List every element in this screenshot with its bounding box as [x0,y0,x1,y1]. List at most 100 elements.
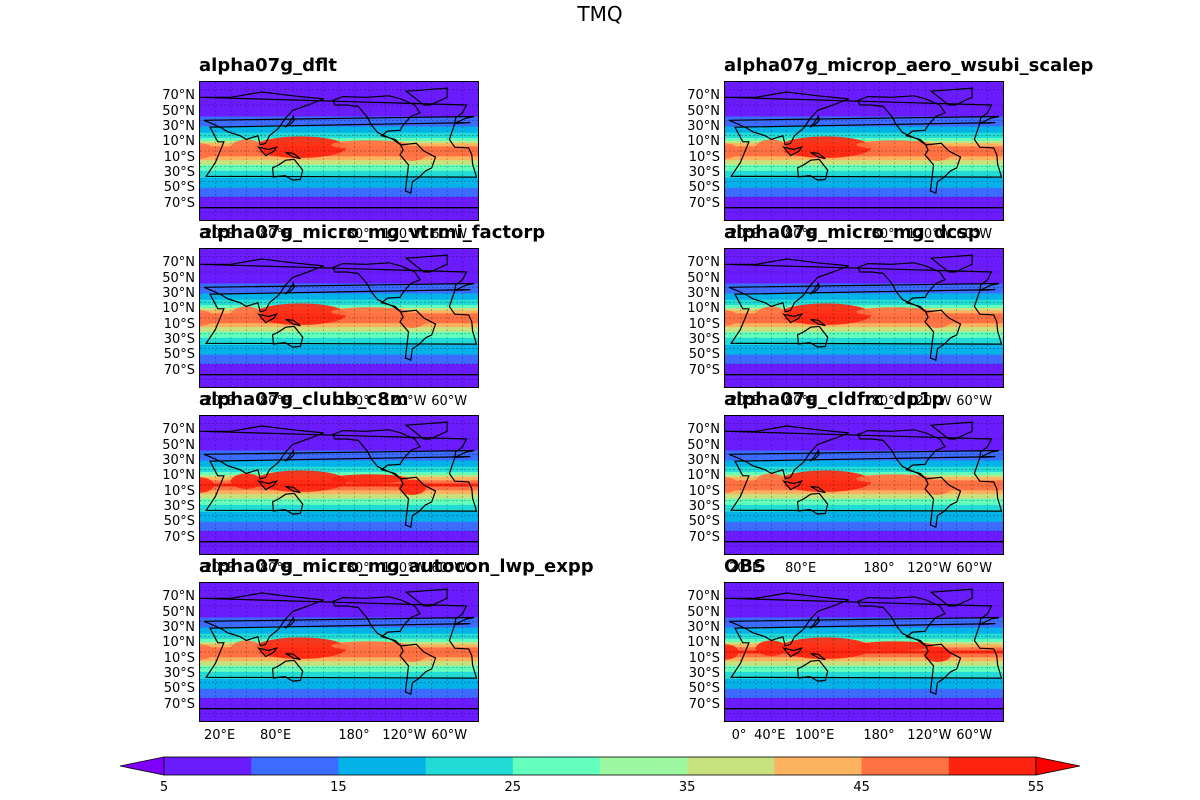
lat-tick-label: 10°N [162,134,195,150]
lat-tick-label: 50°S [163,180,195,196]
longitude-axis: 20°E 80°E 180° 120°W 60°W [199,561,479,577]
lat-tick-label: 50°S [688,681,720,697]
tmq-contour-map [200,416,478,554]
lat-tick-label: 30°S [163,666,195,681]
colorbar-segment [774,757,863,775]
lat-tick-label: 10°S [688,316,720,332]
lat-tick-label: 10°N [687,301,720,317]
lon-tick-label: 80°E [259,227,292,242]
panel-title: OBS [724,556,766,577]
lat-tick-label: 70°N [162,88,195,104]
tmq-contour-map [725,416,1003,554]
lon-tick-label: 180° [338,728,370,743]
panel-title: alpha07g_micro_mg_dcsp [724,222,981,243]
colorbar-tick-label: 5 [159,780,169,795]
lon-tick-label: 20°E [203,394,236,409]
tmq-contour-map [725,583,1003,721]
lat-tick-label: 70°S [688,362,720,378]
lat-tick-label: 30°N [162,620,195,635]
lat-tick-label: 10°S [163,650,195,666]
map-frame [724,415,1004,555]
lat-tick-label: 70°S [688,696,720,712]
colorbar-tick-label: 45 [853,780,870,795]
colorbar-extend-low [119,756,165,776]
colorbar-segment [251,757,339,775]
lon-tick-label: 80°E [259,394,292,409]
lat-tick-label: 70°N [687,422,720,438]
lat-tick-label: 70°N [687,255,720,271]
lat-tick-label: 30°N [687,286,720,301]
lon-tick-label: 80°E [784,227,817,242]
lon-tick-label: 20°E [728,394,761,409]
lat-tick-label: 50°S [163,514,195,530]
longitude-axis: 20°E 80°E 180° 120°W 60°W [199,394,479,410]
lat-tick-label: 30°N [687,119,720,134]
lon-tick-label: 180° [863,394,895,409]
lon-tick-label: 60°W [956,561,993,576]
lat-tick-label: 50°N [687,270,720,286]
longitude-axis: 20°E 80°E 180° 120°W 60°W [724,227,1004,243]
colorbar: 5 15 25 35 45 55 [119,756,1081,796]
colorbar-tick-label: 55 [1027,780,1045,795]
lat-tick-label: 50°N [162,604,195,620]
tmq-contour-map [200,583,478,721]
colorbar-segment [948,757,1037,775]
colorbar-segment [338,757,427,775]
lon-tick-label: 40°E [754,728,786,743]
lat-tick-label: 30°N [162,119,195,134]
lon-tick-label: 60°W [431,394,468,409]
lat-tick-label: 30°N [687,620,720,635]
lon-tick-label: 120°W [382,728,427,743]
colorbar-tick-label: 25 [504,780,522,795]
lat-tick-label: 70°S [688,195,720,211]
lon-tick-label: 80°E [784,561,817,576]
panel-title: alpha07g_micro_mg_autocon_lwp_expp [199,556,594,577]
lat-tick-label: 70°S [688,529,720,545]
lat-tick-label: 50°S [688,347,720,363]
longitude-axis: 20°E 80°E 180° 120°W 60°W [199,728,479,744]
lon-tick-label: 120°W [907,728,952,743]
lon-tick-label: 60°W [431,561,468,576]
map-panel: alpha07g_cldfrc_dp1p 70°N 50°N 30°N 10°N 10°S… [687,389,1004,576]
lat-tick-label: 10°N [687,635,720,651]
panel-title: alpha07g_cldfrc_dp1p [724,389,945,410]
map-frame [199,81,479,221]
lon-tick-label: 180° [338,227,370,242]
colorbar-segment [164,757,252,775]
colorbar-segment [425,757,514,775]
lon-tick-label: 180° [338,394,370,409]
map-panel: alpha07g_microp_aero_wsubi_scalep 70°N 50°… [687,55,1093,242]
lon-tick-label: 60°W [956,394,993,409]
map-panel: alpha07g_micro_mg_vtrmi_factorp 70°N 50°N 3… [162,222,545,409]
lat-tick-label: 10°S [163,483,195,499]
colorbar-segment [687,757,775,775]
map-frame [199,582,479,722]
lon-tick-label: 60°W [956,227,993,242]
lat-tick-label: 10°N [162,468,195,484]
lat-tick-label: 30°S [688,332,720,347]
lat-tick-label: 30°N [162,286,195,301]
longitude-axis: 20°E 80°E 180° 120°W 60°W [199,227,479,243]
latitude-axis: 70°N 50°N 30°N 10°N 10°S 30°S 50°S 70°S [153,248,195,388]
lon-tick-label: 180° [863,728,895,743]
lon-tick-label: 60°W [431,227,468,242]
colorbar-tick-label: 35 [678,780,696,795]
latitude-axis: 70°N 50°N 30°N 10°N 10°S 30°S 50°S 70°S [153,582,195,722]
lon-tick-label: 0° [731,728,747,743]
panel-title: alpha07g_micro_mg_vtrmi_factorp [199,222,546,243]
colorbar-segment [600,757,688,775]
latitude-axis: 70°N 50°N 30°N 10°N 10°S 30°S 50°S 70°S [678,81,720,221]
lon-tick-label: 20°E [203,227,236,242]
lat-tick-label: 30°S [163,499,195,514]
lat-tick-label: 30°S [688,165,720,180]
map-frame [199,415,479,555]
lat-tick-label: 10°S [688,483,720,499]
map-panel: alpha07g_clubb_c8m 70°N 50°N 30°N 10°N 10°S 30… [162,389,479,576]
tmq-contour-map [725,249,1003,387]
colorbar-segment [512,757,601,775]
tmq-contour-map [200,82,478,220]
lon-tick-label: 100°E [794,728,835,743]
colorbar-tick-label: 15 [330,780,347,795]
latitude-axis: 70°N 50°N 30°N 10°N 10°S 30°S 50°S 70°S [153,81,195,221]
